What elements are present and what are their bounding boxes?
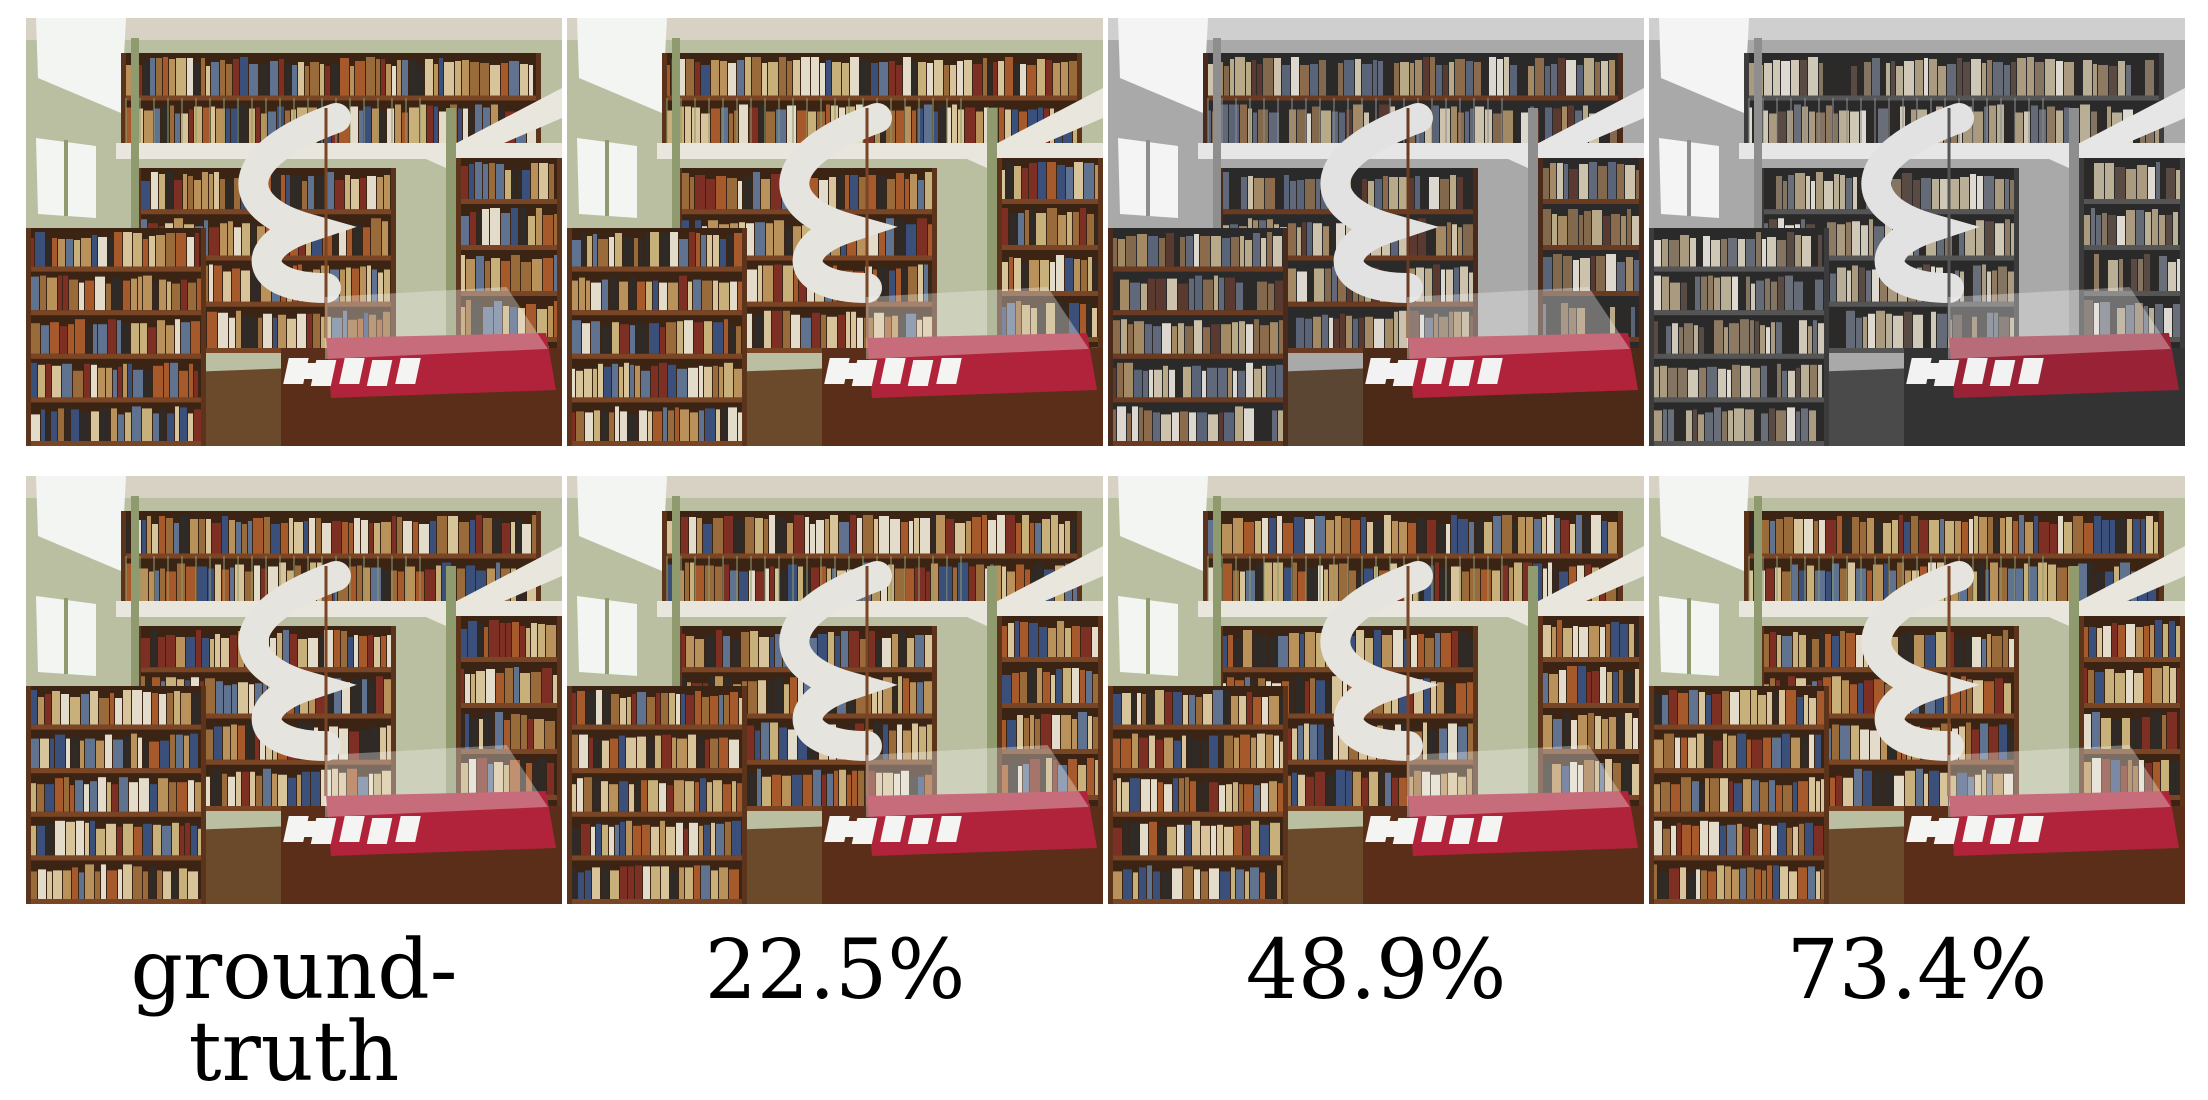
library-image-top-4 bbox=[1649, 18, 2185, 446]
library-image-bottom-2 bbox=[567, 476, 1103, 904]
image-grid bbox=[26, 18, 2186, 904]
library-image-bottom-3 bbox=[1108, 476, 1644, 904]
caption-73-4: 73.4% bbox=[1786, 923, 2048, 1018]
caption-ground-truth: ground-truth bbox=[130, 923, 458, 1100]
library-image-bottom-1 bbox=[26, 476, 562, 904]
library-image-top-2 bbox=[567, 18, 1103, 446]
library-image-bottom-4 bbox=[1649, 476, 2185, 904]
caption-22-5: 22.5% bbox=[704, 923, 966, 1018]
library-image-top-3 bbox=[1108, 18, 1644, 446]
caption-48-9: 48.9% bbox=[1245, 923, 1507, 1018]
library-image-top-1 bbox=[26, 18, 562, 446]
